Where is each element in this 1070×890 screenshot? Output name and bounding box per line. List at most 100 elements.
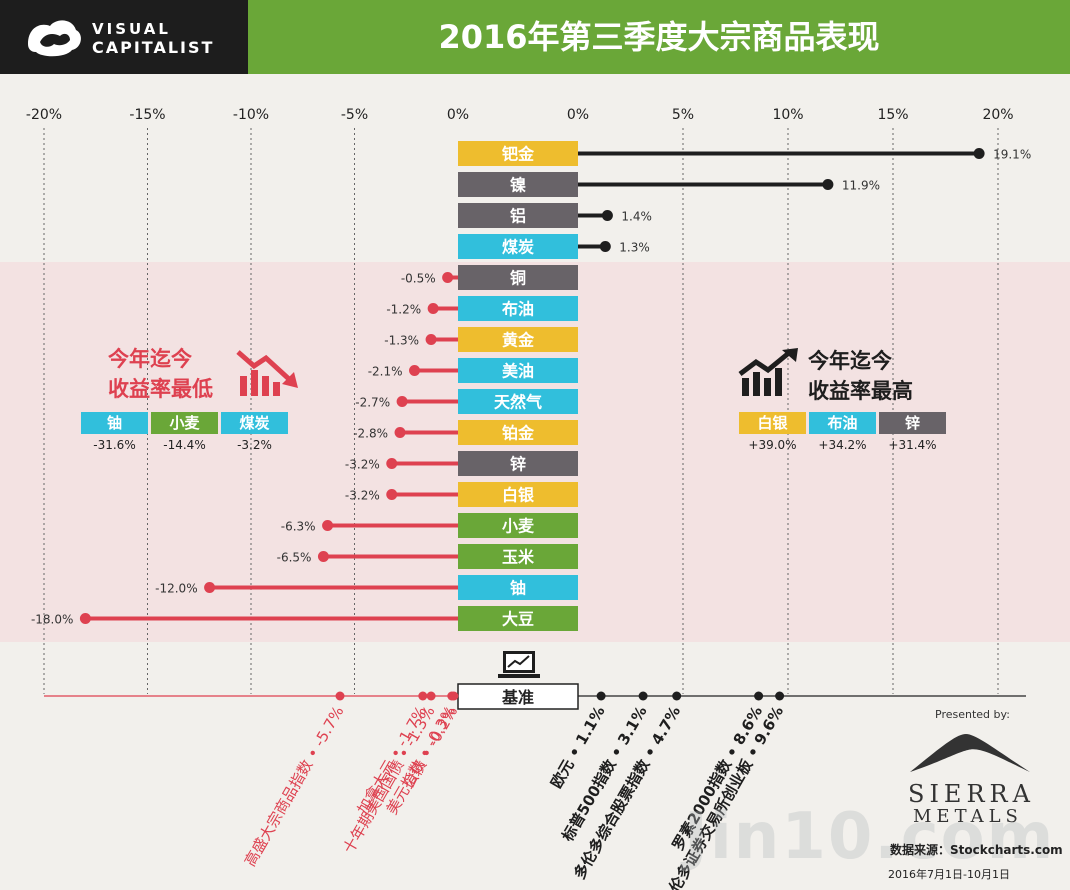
page-title: 2016年第三季度大宗商品表现	[248, 0, 1070, 74]
ytd-high-value-2: +34.2%	[818, 438, 867, 452]
value-point	[322, 520, 334, 531]
baseline-label: 基准	[501, 688, 534, 707]
category-label: 钯金	[502, 145, 535, 164]
value-point	[386, 458, 398, 469]
value-label: -6.3%	[281, 520, 316, 534]
value-point	[409, 365, 421, 376]
category-box	[458, 141, 578, 166]
benchmark-label: 高盛大宗商品指数 • -5.7%	[241, 703, 348, 870]
value-point	[396, 396, 408, 407]
axis-tick-label: 0%	[447, 107, 469, 123]
benchmark-point	[426, 691, 436, 701]
benchmark-point	[449, 691, 459, 701]
value-point	[599, 241, 611, 252]
logo-text-line2: CAPITALIST	[92, 38, 215, 57]
baseline-box	[457, 683, 579, 710]
value-label: 1.4%	[621, 210, 652, 224]
axis-tick-label: 10%	[772, 107, 803, 123]
value-label: -18.0%	[31, 613, 73, 627]
category-label: 白银	[502, 486, 535, 505]
sponsor-name-line1: SIERRA	[908, 780, 1035, 808]
category-box	[458, 389, 578, 414]
category-label: 铂金	[502, 424, 535, 443]
value-label: 1.3%	[619, 241, 650, 255]
declining-chart-icon	[236, 350, 298, 396]
value-point	[601, 210, 613, 221]
value-point	[425, 334, 437, 345]
axis-tick-label: 5%	[672, 107, 694, 123]
category-box	[458, 451, 578, 476]
presented-by-label: Presented by:	[935, 708, 1010, 721]
ytd-low-title-1: 今年迄今	[108, 347, 192, 371]
benchmark-point	[775, 691, 785, 701]
category-box	[458, 265, 578, 290]
category-label: 煤炭	[502, 238, 534, 257]
category-label: 锌	[510, 455, 526, 474]
value-label: -0.5%	[401, 272, 436, 286]
category-box	[458, 358, 578, 383]
value-label: -1.2%	[386, 303, 421, 317]
benchmark-point	[596, 691, 606, 701]
category-label: 镍	[510, 176, 526, 195]
category-box	[458, 327, 578, 352]
axis-tick-label: -20%	[26, 107, 62, 123]
category-label: 铜	[510, 269, 526, 288]
axis-tick-label: -15%	[129, 107, 165, 123]
watermark: Jin10.com	[684, 800, 1056, 874]
category-label: 黄金	[502, 331, 535, 350]
benchmark-point	[672, 691, 682, 701]
value-label: -12.0%	[155, 582, 197, 596]
category-box	[458, 203, 578, 228]
category-box	[458, 513, 578, 538]
value-point	[386, 489, 398, 500]
value-label: -2.1%	[368, 365, 403, 379]
sierra-metals-logo-icon	[910, 734, 1030, 772]
value-label: -3.2%	[345, 458, 380, 472]
data-source: 数据来源：Stockcharts.com	[890, 843, 1063, 857]
benchmark-point	[418, 691, 428, 701]
value-label: -2.7%	[355, 396, 390, 410]
value-label: -3.2%	[345, 489, 380, 503]
visual-capitalist-logo[interactable]: VISUAL CAPITALIST	[0, 0, 248, 74]
ytd-low-value-3: -3.2%	[237, 438, 272, 452]
ytd-low-value-1: -31.6%	[93, 438, 136, 452]
ytd-low-tag-1: 铀	[81, 412, 148, 434]
benchmark-point	[638, 691, 648, 701]
category-box	[458, 234, 578, 259]
category-box	[458, 296, 578, 321]
category-box	[458, 482, 578, 507]
value-label: -2.8%	[353, 427, 388, 441]
axis-tick-label: 20%	[982, 107, 1013, 123]
ytd-high-tag-1: 白银	[739, 412, 806, 434]
ytd-high-title-1: 今年迄今	[808, 349, 892, 373]
axis-tick-label: 15%	[877, 107, 908, 123]
category-label: 美油	[502, 362, 534, 381]
category-label: 天然气	[494, 393, 542, 412]
category-box	[458, 575, 578, 600]
sponsor-name-line2: METALS	[913, 806, 1023, 827]
ytd-high-value-3: +31.4%	[888, 438, 937, 452]
date-range: 2016年7月1日-10月1日	[888, 868, 1010, 881]
value-label: 19.1%	[993, 148, 1031, 162]
header: VISUAL CAPITALIST 2016年第三季度大宗商品表现	[0, 0, 1070, 74]
value-point	[317, 551, 329, 562]
category-label: 玉米	[502, 548, 535, 567]
value-label: -6.5%	[277, 551, 312, 565]
value-point	[442, 272, 454, 283]
axis-tick-label: -5%	[341, 107, 368, 123]
category-label: 小麦	[502, 517, 535, 536]
category-box	[458, 172, 578, 197]
category-label: 大豆	[502, 610, 534, 629]
benchmark-label: 十年期美国国债 • -1.3%	[340, 703, 439, 857]
category-label: 铀	[510, 579, 526, 598]
value-point	[822, 179, 834, 190]
ytd-high-tag-2: 布油	[809, 412, 876, 434]
ytd-low-tag-2: 小麦	[151, 412, 218, 434]
axis-tick-label: 0%	[567, 107, 589, 123]
ytd-high-value-1: +39.0%	[748, 438, 797, 452]
category-box	[458, 544, 578, 569]
rising-chart-icon	[738, 348, 798, 396]
ytd-high-title-2: 收益率最高	[808, 379, 913, 403]
ytd-high-tag-3: 锌	[879, 412, 946, 434]
